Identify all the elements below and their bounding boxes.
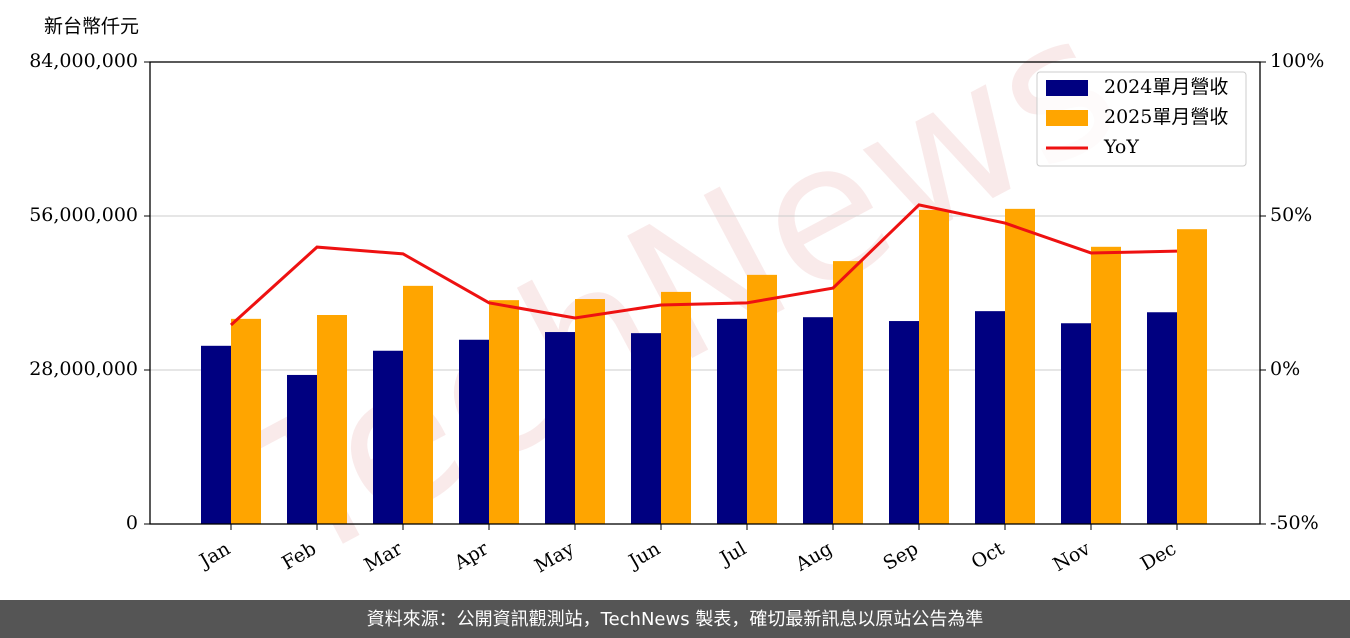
y2-tick-label: 50% [1270, 204, 1312, 226]
x-tick-label: Sep [879, 538, 922, 575]
bar [489, 300, 519, 524]
bar [975, 311, 1005, 524]
footer-bar [0, 600, 1350, 638]
bar [1091, 246, 1121, 525]
bar [403, 285, 433, 524]
legend-swatch [1046, 80, 1088, 96]
x-tick-label: Aug [791, 538, 836, 577]
legend-label: 2025單月營收 [1104, 106, 1228, 128]
x-tick-label: Jan [194, 538, 234, 574]
bar [747, 274, 777, 524]
y2-tick-label: 100% [1270, 50, 1324, 72]
bar [231, 318, 261, 524]
x-tick-label: Oct [968, 537, 1009, 573]
bar [1061, 323, 1091, 524]
x-tick-label: Nov [1049, 537, 1094, 576]
y-tick-label: 84,000,000 [29, 50, 138, 72]
x-tick-label: May [531, 537, 578, 577]
x-tick-label: Jun [623, 538, 664, 574]
y2-tick-label: 0% [1270, 358, 1300, 380]
legend-label: 2024單月營收 [1104, 76, 1228, 98]
x-tick-label: Jul [715, 538, 750, 571]
bar [287, 374, 317, 524]
y-tick-label: 28,000,000 [29, 358, 138, 380]
x-tick-label: Dec [1137, 538, 1180, 576]
bar [1177, 229, 1207, 524]
bar [317, 315, 347, 524]
bar [545, 332, 575, 524]
bar [201, 345, 231, 524]
bar [373, 350, 403, 524]
bar [1147, 312, 1177, 524]
legend-swatch [1046, 110, 1088, 126]
bar [717, 318, 747, 524]
bar [803, 317, 833, 524]
bar [631, 333, 661, 524]
y-axis-label: 新台幣仟元 [44, 16, 139, 38]
legend-box [1036, 71, 1247, 167]
bar [1005, 208, 1035, 524]
bar [833, 261, 863, 524]
x-tick-label: Apr [450, 537, 493, 574]
bar [919, 209, 949, 524]
bar [459, 339, 489, 524]
plot-frame [149, 61, 1261, 525]
bar [889, 321, 919, 524]
y2-tick-label: -50% [1270, 512, 1319, 534]
y-tick-label: 0 [126, 512, 138, 534]
legend-label: YoY [1103, 136, 1139, 158]
yoy-line [229, 203, 1178, 327]
bar [661, 291, 691, 524]
footer-text: 資料來源：公開資訊觀測站，TechNews 製表，確切最新訊息以原站公告為準 [367, 609, 984, 630]
bar [575, 299, 605, 524]
legend: 2024單月營收 2025單月營收 YoY [1036, 71, 1247, 167]
y-tick-label: 56,000,000 [29, 204, 138, 226]
